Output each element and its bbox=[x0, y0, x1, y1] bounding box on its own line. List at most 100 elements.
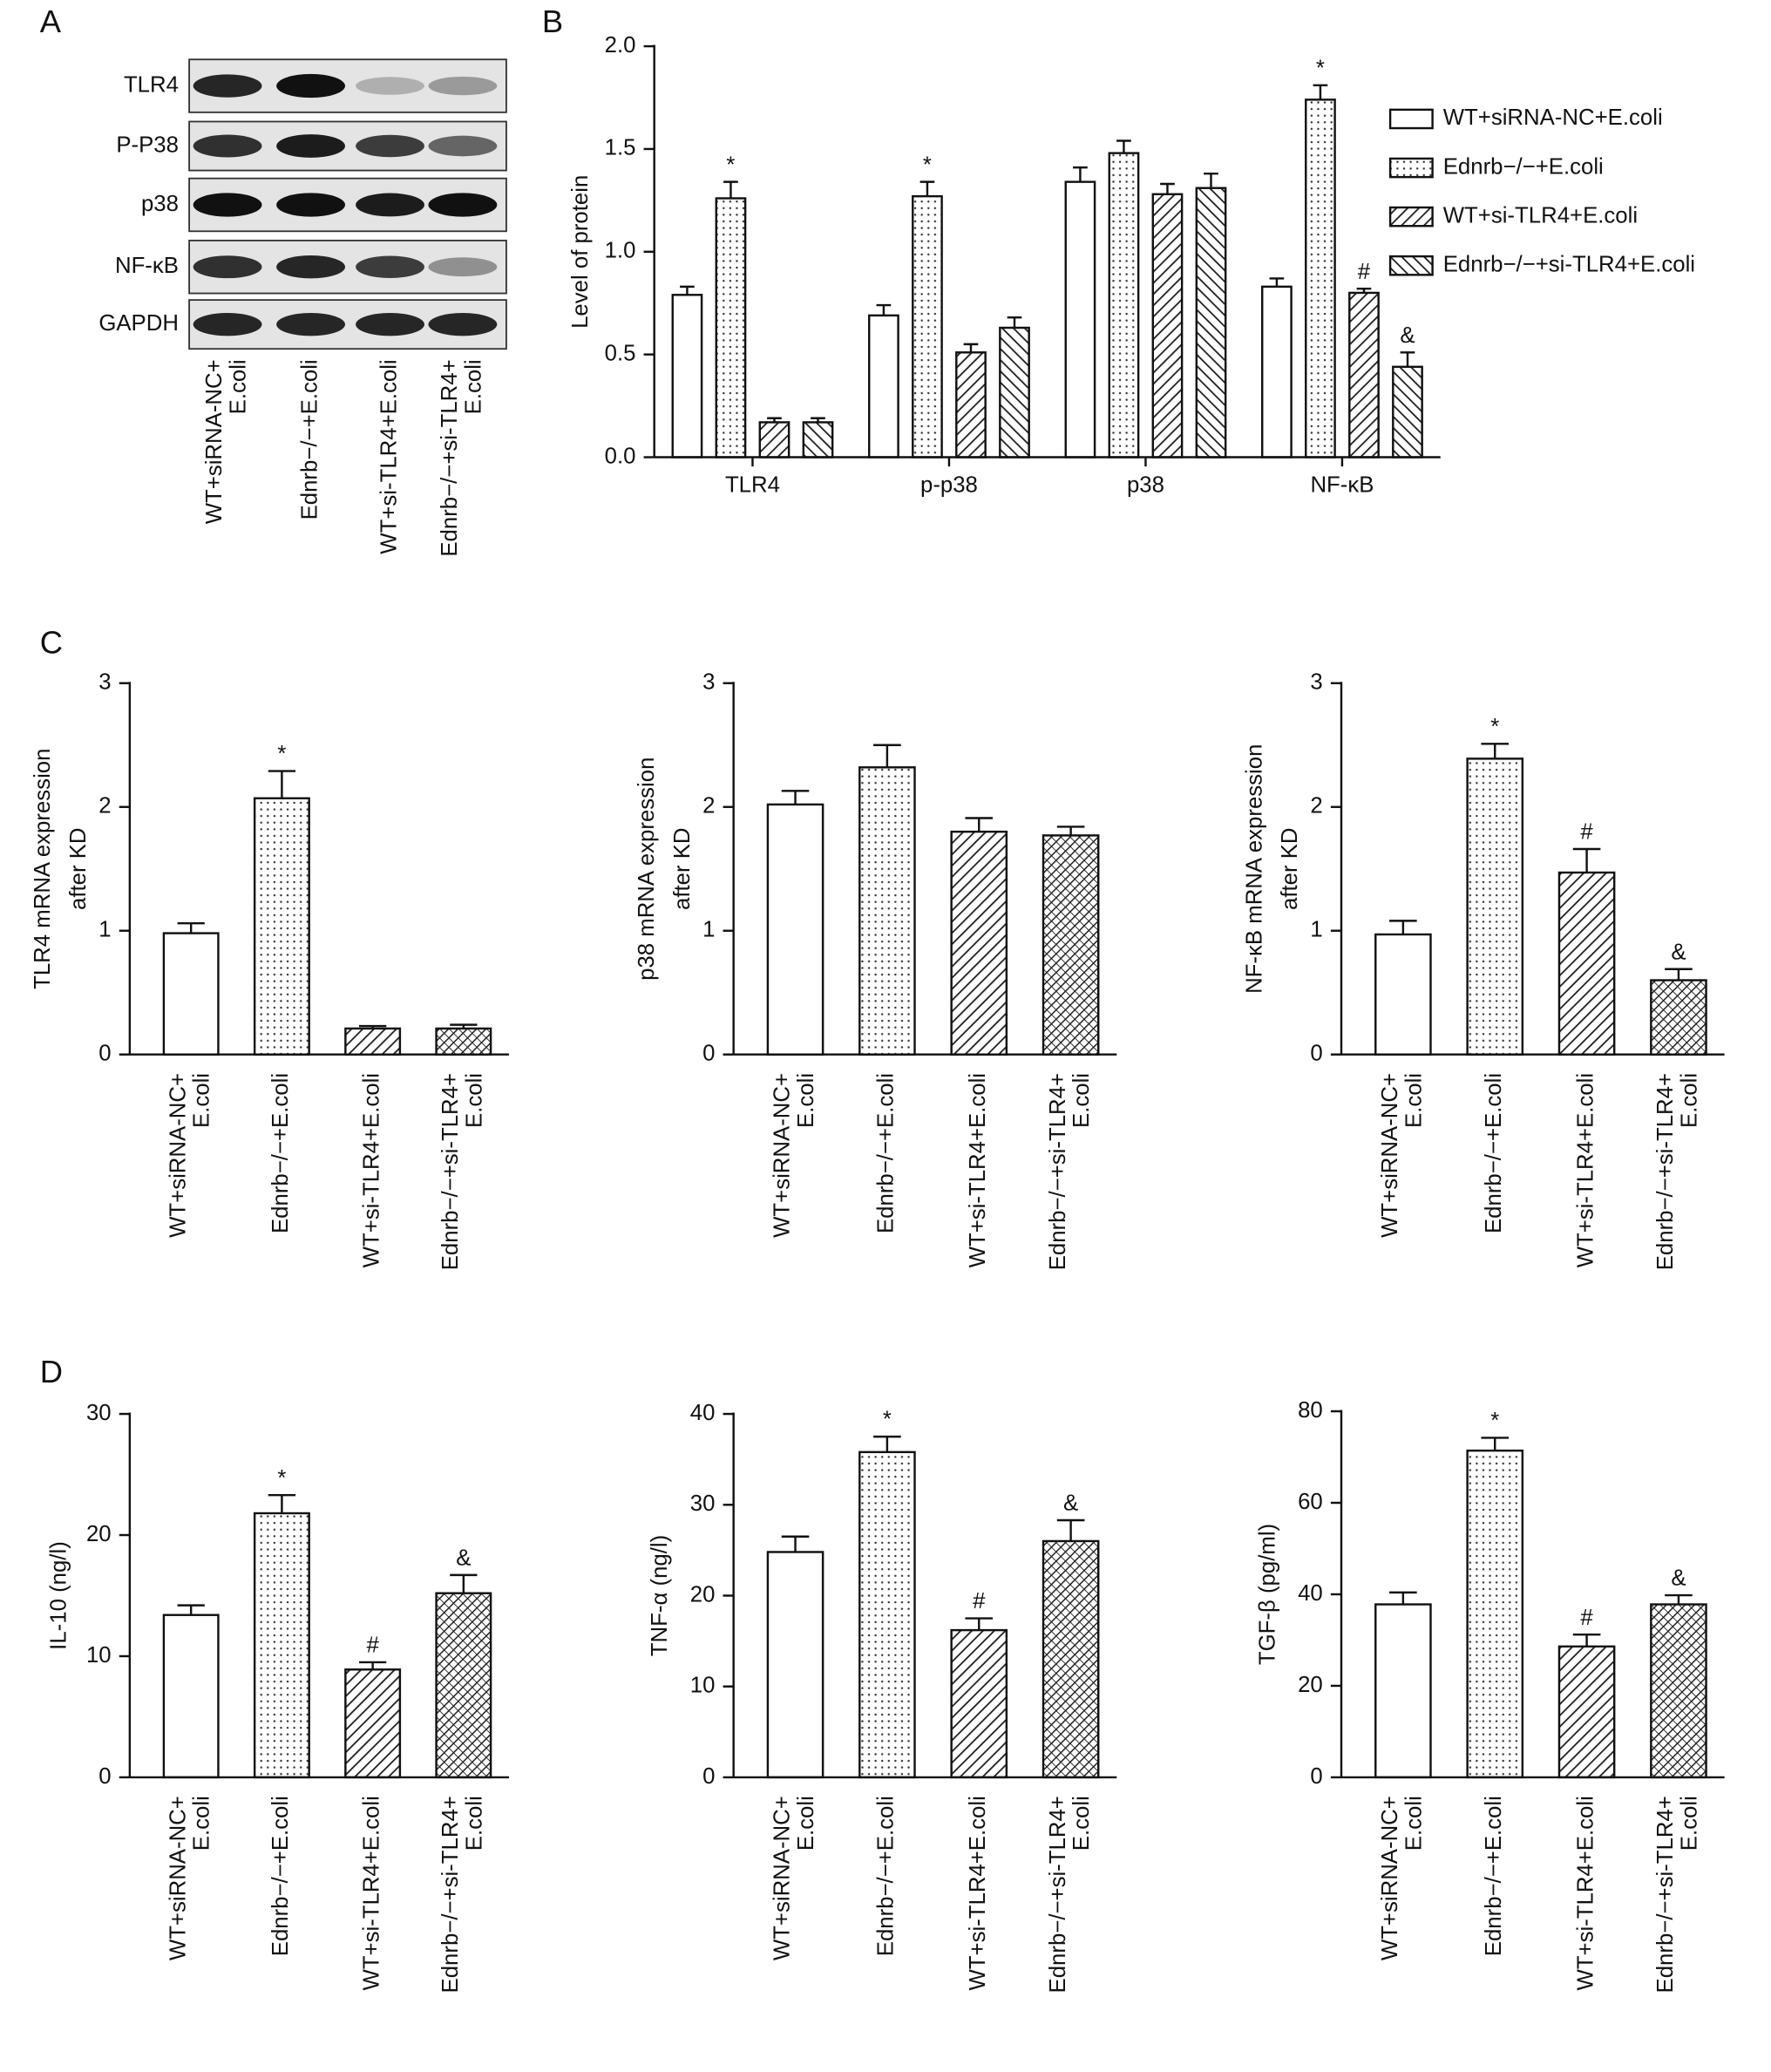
bar bbox=[955, 351, 987, 459]
bar bbox=[858, 1450, 916, 1779]
blot-lane-label: Ednrb−/−+E.coli bbox=[297, 359, 322, 520]
y-tick-label: 2 bbox=[1310, 794, 1322, 819]
blot-protein-label: NF-κB bbox=[115, 254, 179, 278]
y-axis-label: TNF-α (ng/l) bbox=[648, 1535, 672, 1656]
bar bbox=[162, 1613, 220, 1779]
bar bbox=[1305, 99, 1336, 459]
blot-band bbox=[193, 134, 262, 158]
x-tick-label: E.coli bbox=[794, 1796, 818, 1851]
blot-band bbox=[428, 135, 498, 157]
blot-band bbox=[193, 312, 262, 336]
x-tick-label: Ednrb−/−+E.coli bbox=[268, 1073, 293, 1233]
x-tick-label: WT+si-TLR4+E.coli bbox=[966, 1073, 990, 1267]
x-tick-label: E.coli bbox=[1069, 1796, 1094, 1851]
blot-band bbox=[193, 255, 262, 279]
panel-label: A bbox=[40, 3, 62, 39]
blot-lane-label: WT+si-TLR4+E.coli bbox=[377, 359, 401, 554]
bar bbox=[868, 314, 899, 459]
bar bbox=[1064, 180, 1096, 459]
x-tick-label: Ednrb−/−+si-TLR4+ bbox=[1653, 1073, 1678, 1270]
y-tick-label: 20 bbox=[1298, 1673, 1323, 1697]
x-tick-label: Ednrb−/−+E.coli bbox=[1482, 1073, 1506, 1233]
y-axis-label: TLR4 mRNA expression bbox=[31, 749, 55, 989]
significance-mark: # bbox=[366, 1634, 379, 1658]
x-tick-label: WT+si-TLR4+E.coli bbox=[1573, 1073, 1598, 1267]
x-tick-label: TLR4 bbox=[725, 473, 780, 498]
bar bbox=[1374, 1603, 1432, 1779]
panel-label: C bbox=[40, 624, 63, 660]
y-tick-label: 1.5 bbox=[605, 136, 636, 160]
bar bbox=[766, 1551, 824, 1779]
bar bbox=[950, 1628, 1008, 1779]
x-tick-label: WT+si-TLR4+E.coli bbox=[359, 1073, 383, 1267]
y-tick-label: 0 bbox=[98, 1042, 111, 1066]
legend-label: Ednrb−/−+si-TLR4+E.coli bbox=[1443, 253, 1695, 277]
x-tick-label: E.coli bbox=[794, 1073, 818, 1128]
bar bbox=[671, 294, 703, 459]
y-tick-label: 0.5 bbox=[605, 341, 636, 365]
y-tick-label: 0 bbox=[702, 1042, 715, 1066]
x-tick-label: WT+si-TLR4+E.coli bbox=[1573, 1796, 1598, 1990]
bar bbox=[1151, 193, 1184, 459]
x-tick-label: E.coli bbox=[1677, 1073, 1701, 1128]
x-tick-label: Ednrb−/−+si-TLR4+ bbox=[438, 1796, 463, 1993]
y-tick-label: 10 bbox=[690, 1674, 716, 1698]
y-tick-label: 20 bbox=[86, 1522, 112, 1546]
blot-band bbox=[276, 134, 345, 158]
bar bbox=[253, 797, 310, 1056]
legend-label: Ednrb−/−+E.coli bbox=[1443, 154, 1604, 179]
significance-mark: # bbox=[973, 1589, 986, 1613]
y-tick-label: 2 bbox=[98, 794, 111, 819]
y-axis-label: after KD bbox=[670, 827, 695, 910]
legend-swatch bbox=[1388, 108, 1434, 130]
x-tick-label: E.coli bbox=[1677, 1796, 1701, 1851]
y-axis-label: Level of protein bbox=[568, 175, 593, 329]
significance-mark: * bbox=[883, 1408, 892, 1432]
x-tick-label: E.coli bbox=[1401, 1796, 1426, 1851]
x-tick-label: Ednrb−/−+E.coli bbox=[874, 1073, 899, 1233]
significance-mark: & bbox=[1400, 323, 1415, 348]
y-axis-label: NF-κB mRNA expression bbox=[1242, 744, 1266, 994]
y-tick-label: 10 bbox=[86, 1643, 112, 1668]
blot-protein-label: GAPDH bbox=[98, 311, 179, 336]
x-tick-label: Ednrb−/−+si-TLR4+ bbox=[438, 1073, 463, 1270]
y-tick-label: 80 bbox=[1298, 1398, 1323, 1423]
bar bbox=[1650, 1603, 1707, 1779]
blot-band bbox=[193, 193, 262, 217]
significance-mark: & bbox=[1063, 1491, 1078, 1516]
blot-band bbox=[428, 257, 498, 277]
bar bbox=[802, 421, 834, 459]
legend-swatch bbox=[1388, 157, 1434, 179]
y-tick-label: 2.0 bbox=[605, 33, 636, 58]
blot-band bbox=[356, 193, 424, 217]
blot-band bbox=[428, 312, 498, 336]
bar bbox=[1348, 291, 1380, 459]
bar bbox=[999, 326, 1030, 459]
y-tick-label: 3 bbox=[98, 670, 111, 695]
bar bbox=[858, 766, 916, 1056]
significance-mark: & bbox=[456, 1546, 471, 1570]
blot-band bbox=[428, 193, 498, 217]
significance-mark: # bbox=[1580, 1606, 1593, 1630]
significance-mark: & bbox=[1671, 1566, 1686, 1591]
x-tick-label: WT+siRNA-NC+ bbox=[1378, 1073, 1402, 1238]
x-tick-label: Ednrb−/−+E.coli bbox=[1482, 1796, 1506, 1956]
x-tick-label: WT+siRNA-NC+ bbox=[770, 1796, 795, 1960]
significance-mark: * bbox=[1490, 1409, 1499, 1433]
x-tick-label: WT+si-TLR4+E.coli bbox=[359, 1796, 383, 1990]
blot-band bbox=[356, 312, 424, 336]
blot-band bbox=[356, 255, 424, 278]
legend-label: WT+siRNA-NC+E.coli bbox=[1443, 105, 1663, 130]
y-tick-label: 0 bbox=[98, 1764, 111, 1789]
y-tick-label: 1 bbox=[98, 918, 111, 942]
x-tick-label: E.coli bbox=[1069, 1073, 1094, 1128]
bar bbox=[758, 421, 791, 459]
x-tick-label: Ednrb−/−+E.coli bbox=[874, 1796, 899, 1956]
y-tick-label: 1.0 bbox=[605, 239, 636, 263]
bar bbox=[1466, 1449, 1524, 1779]
x-tick-label: E.coli bbox=[462, 1796, 486, 1851]
blot-band bbox=[276, 255, 345, 279]
significance-mark: * bbox=[277, 742, 286, 766]
x-tick-label: WT+siRNA-NC+ bbox=[770, 1073, 795, 1238]
